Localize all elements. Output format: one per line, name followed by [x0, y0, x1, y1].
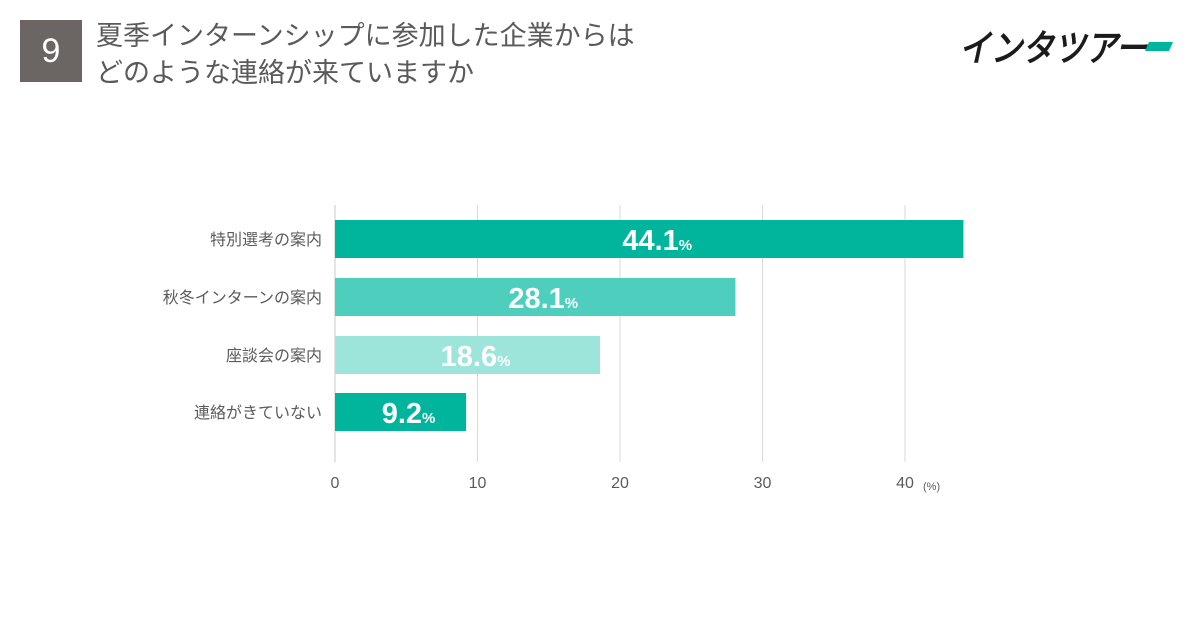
category-label: 特別選考の案内 [210, 230, 322, 249]
bar [335, 336, 601, 374]
bar [335, 220, 964, 258]
x-tick-label: 20 [611, 475, 629, 492]
x-tick-label: 10 [469, 475, 487, 492]
bar [335, 278, 736, 316]
x-axis-unit: (%) [923, 481, 940, 493]
x-tick-label: 30 [754, 475, 772, 492]
bars [335, 220, 964, 431]
value-label: 9.2% [382, 398, 436, 430]
value-label: 28.1% [508, 283, 578, 315]
value-label: 18.6% [441, 341, 511, 373]
brand-logo-text: インタツアー [959, 27, 1148, 70]
value-label: 44.1% [622, 225, 692, 257]
x-tick-label: 0 [331, 475, 340, 492]
category-label: 座談会の案内 [226, 346, 322, 365]
value-labels: 44.1% 28.1% 18.6%9.2% [382, 225, 692, 430]
x-tick-label: 40 [896, 475, 914, 492]
x-axis-ticks: 0 10 20 30 40 (%) [331, 475, 941, 493]
question-number-badge: 9 [20, 20, 82, 82]
bar [335, 393, 467, 431]
category-label: 連絡がきていない [194, 403, 322, 422]
category-label: 秋冬インターンの案内 [163, 288, 322, 307]
brand-logo-accent [1145, 42, 1173, 51]
brand-logo: インタツアー [959, 27, 1173, 70]
question-title: 夏季インターンシップに参加した企業からは どのような連絡が来ていますか [96, 21, 635, 89]
